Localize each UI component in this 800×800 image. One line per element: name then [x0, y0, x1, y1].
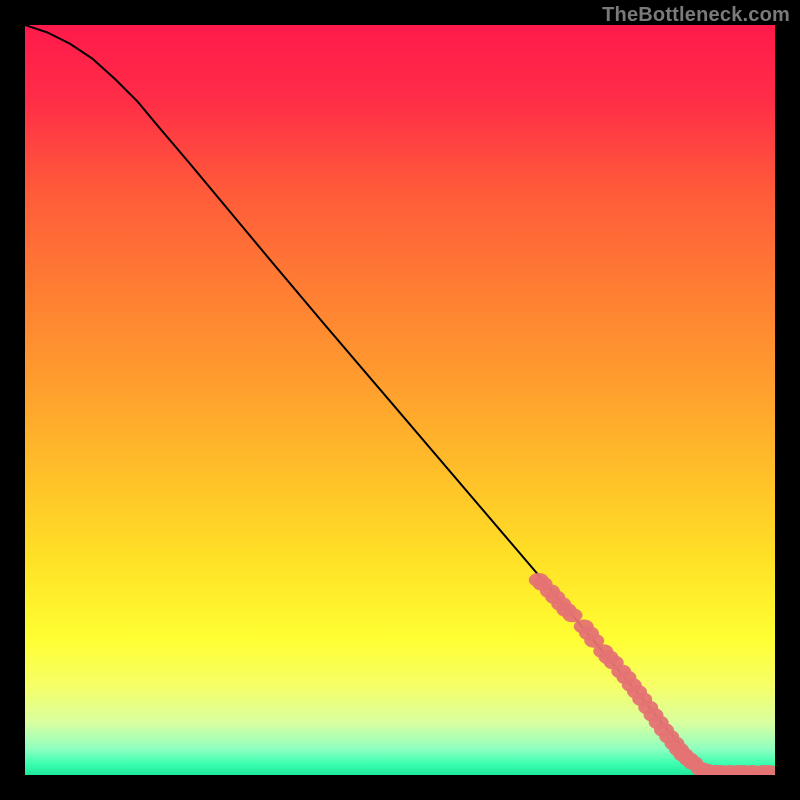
plot-overlay — [25, 25, 775, 775]
data-marker — [563, 608, 583, 622]
bottleneck-curve — [25, 25, 775, 772]
plot-area — [25, 25, 775, 775]
data-markers — [529, 573, 775, 775]
chart-container: TheBottleneck.com — [0, 0, 800, 800]
watermark-text: TheBottleneck.com — [602, 4, 790, 27]
